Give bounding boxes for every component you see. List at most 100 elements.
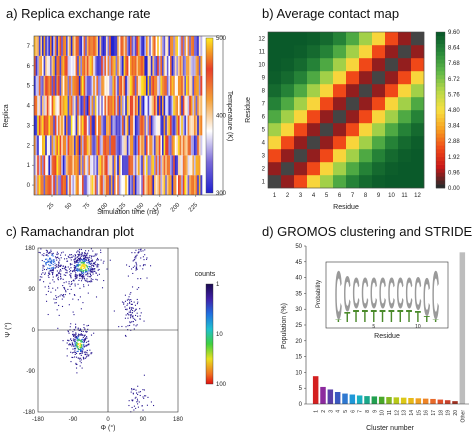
replica-stripe [88,175,91,195]
replica-stripe [56,75,59,96]
logo-letter-t: T [380,307,386,327]
replica-stripe [146,175,148,195]
replica-stripe [102,115,105,136]
replica-stripe [118,115,121,136]
replica-stripe [34,115,36,136]
dihedral-point [55,266,57,268]
replica-stripe [46,55,49,76]
replica-stripe [74,175,76,195]
dihedral-point [69,293,71,295]
x-tick-label: 20 [453,410,459,416]
replica-stripe [102,135,105,156]
dihedral-point [67,288,69,290]
dihedral-point [125,314,127,316]
temperature-colorbar [205,37,214,194]
replica-stripe [139,155,142,176]
dihedral-point [81,351,83,353]
contact-cell [398,149,412,163]
replica-stripe [91,115,94,136]
dihedral-point [62,293,64,296]
replica-stripe [78,155,81,176]
dihedral-point [80,357,82,359]
dihedral-point [131,252,133,254]
dihedral-point [86,355,88,357]
replica-stripe [78,55,81,76]
replica-stripe [72,36,75,56]
replica-stripe [134,115,137,136]
replica-stripe [82,155,84,176]
dihedral-point [50,249,52,251]
dihedral-point [74,258,76,260]
colorbar-tick-label: 500 [216,36,227,42]
dihedral-point [71,263,73,265]
contact-cell [385,149,399,163]
replica-stripe [198,175,201,195]
replica-stripe [59,115,62,136]
replica-stripe [118,75,121,96]
dihedral-point [87,328,89,330]
contact-cell [281,175,295,189]
dihedral-point [80,345,82,347]
dihedral-point [79,352,82,355]
dihedral-point [45,263,47,265]
replica-stripe [155,135,158,156]
dihedral-point [131,400,134,402]
replica-stripe [115,95,118,116]
dihedral-point [48,271,50,273]
replica-stripe [46,75,49,96]
dihedral-point [88,256,90,258]
dihedral-point [63,274,65,276]
replica-stripe [182,175,185,195]
replica-stripe [149,155,152,176]
replica-stripe [165,55,168,76]
dihedral-point [77,266,79,268]
dihedral-point [78,275,81,277]
dihedral-point [75,261,77,263]
replica-stripe [78,75,81,96]
contact-cell [320,58,334,72]
dihedral-point [56,251,58,253]
replica-stripe [38,135,41,156]
dihedral-point [134,252,136,254]
contact-cell [268,97,282,111]
replica-stripe [88,36,91,56]
replica-stripe [133,175,136,195]
x-tick-label: 7 [358,410,364,413]
dihedral-point [76,260,78,262]
replica-stripe [149,135,152,156]
logo-letter-c: C [406,269,413,317]
replica-stripe [125,75,128,96]
replica-stripe [37,155,40,176]
replica-stripe [106,155,108,176]
replica-stripe [131,135,134,156]
stride-logo-inset: CT CT CT CT CT CT CT CT CT CT CT CT 5 10 Residue Pro… [316,259,449,340]
dihedral-point [79,253,81,255]
dihedral-point [83,324,85,326]
replica-stripe [160,75,163,96]
replica-stripe [114,55,116,76]
dihedral-point [80,345,82,347]
dihedral-point [63,287,66,289]
dihedral-point [44,273,46,275]
dihedral-point [80,359,82,361]
dihedral-point [46,250,48,252]
replica-stripe [61,135,64,156]
dihedral-point [150,265,152,267]
dihedral-point [80,257,82,260]
contact-cell [359,175,373,189]
dihedral-point [80,329,82,331]
dihedral-point [86,336,88,338]
x-tick-label: 14 [409,410,415,416]
dihedral-point [74,294,76,296]
dihedral-point [90,352,92,354]
replica-stripe [184,95,187,116]
replica-stripe [107,115,110,136]
dihedral-point [139,394,141,397]
replica-stripe [171,115,174,136]
dihedral-point [143,374,145,376]
replica-stripe [197,75,200,96]
dihedral-point [124,300,127,302]
dihedral-point [134,309,137,311]
replica-stripe [35,175,38,195]
dihedral-point [79,360,81,362]
